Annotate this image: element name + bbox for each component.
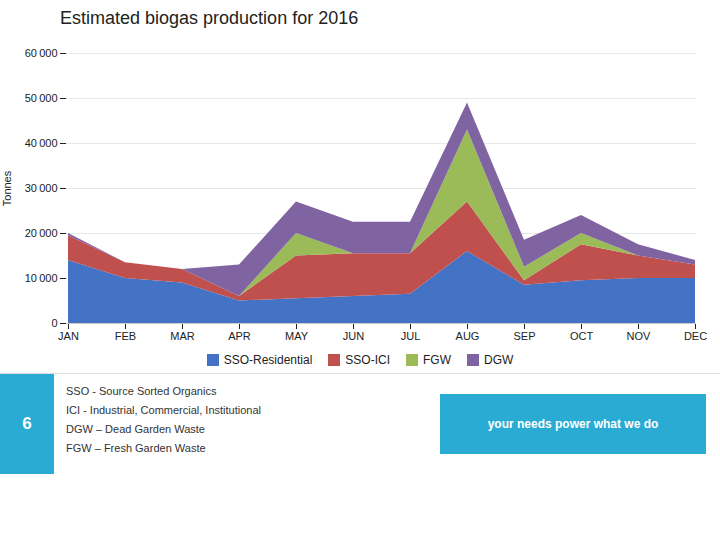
svg-text:40 000: 40 000: [25, 137, 58, 149]
svg-text:APR: APR: [228, 330, 251, 342]
svg-text:10 000: 10 000: [25, 272, 58, 284]
svg-text:SEP: SEP: [513, 330, 535, 342]
svg-text:30 000: 30 000: [25, 182, 58, 194]
html-text:DGW – Dead Garden Waste: DGW – Dead Garden Waste: [66, 423, 205, 435]
html-text:Estimated biogas production fo: Estimated biogas production for 2016: [60, 8, 359, 28]
svg-text:MAY: MAY: [285, 330, 309, 342]
svg-text:DEC: DEC: [684, 330, 707, 342]
svg-text:50 000: 50 000: [25, 92, 58, 104]
html-text:FGW: FGW: [423, 353, 451, 367]
svg-text:Tonnes: Tonnes: [1, 170, 13, 206]
svg-text:20 000: 20 000: [25, 227, 58, 239]
svg-text:NOV: NOV: [627, 330, 652, 342]
svg-text:OCT: OCT: [570, 330, 594, 342]
html-text:ICI - Industrial, Commercial,: ICI - Industrial, Commercial, Institutio…: [66, 404, 261, 416]
html-text:DGW: DGW: [484, 353, 514, 367]
html-text:SSO-Residential: SSO-Residential: [223, 353, 313, 367]
svg-text:JUL: JUL: [401, 330, 421, 342]
svg-text:MAR: MAR: [170, 330, 195, 342]
svg-text:JUN: JUN: [343, 330, 364, 342]
svg-text:60 000: 60 000: [25, 47, 58, 59]
html-text:your needs power what we do: your needs power what we do: [487, 417, 659, 431]
svg-text:0: 0: [51, 317, 57, 329]
svg-text:FEB: FEB: [115, 330, 136, 342]
html-text:SSO - Source Sorted Organics: SSO - Source Sorted Organics: [66, 385, 217, 397]
html-text:6: 6: [22, 414, 32, 433]
html-text:SSO-ICI: SSO-ICI: [345, 353, 390, 367]
html-text:FGW – Fresh Garden Waste: FGW – Fresh Garden Waste: [66, 442, 206, 454]
svg-text:JAN: JAN: [58, 330, 79, 342]
svg-text:AUG: AUG: [456, 330, 480, 342]
